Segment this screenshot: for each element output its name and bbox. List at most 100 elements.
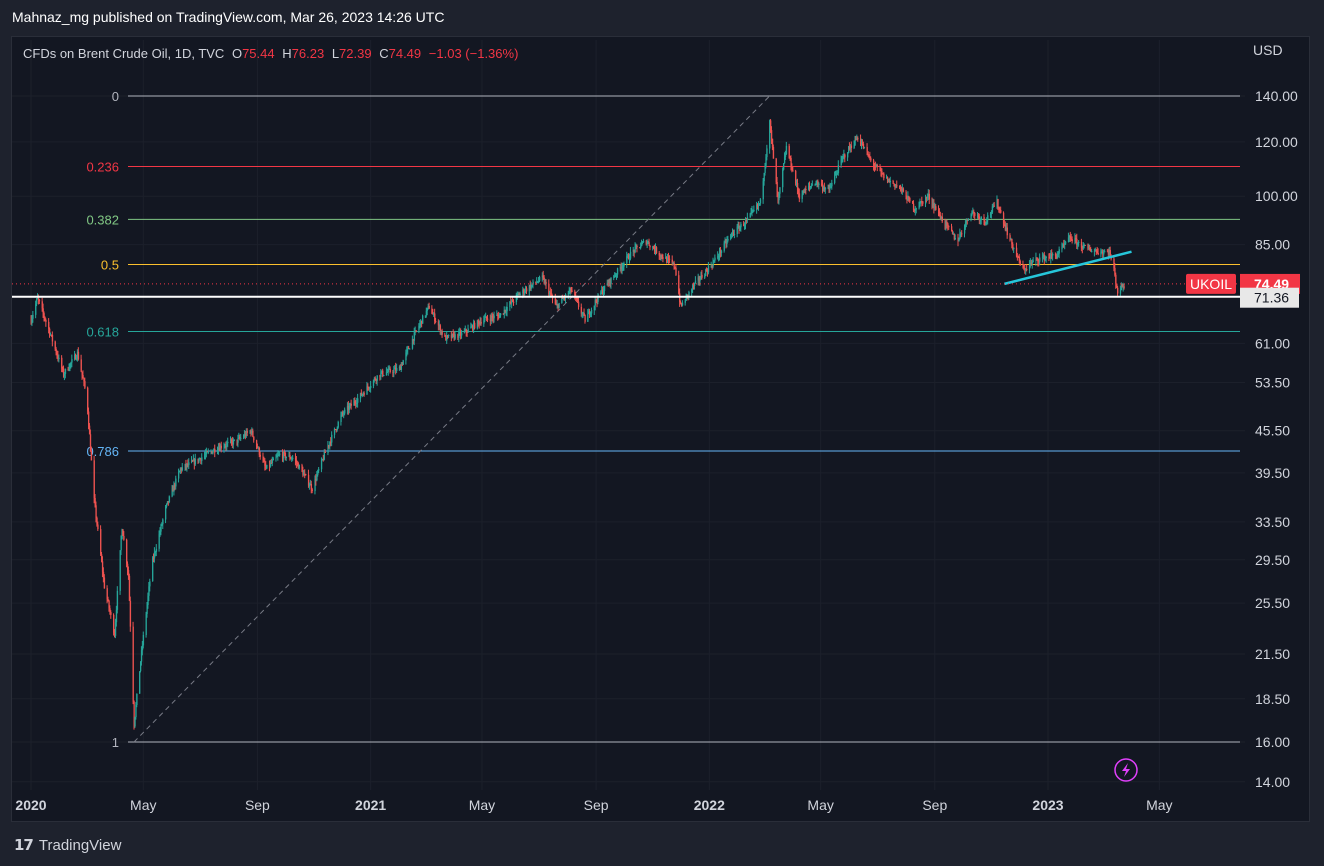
candle-body xyxy=(894,184,896,187)
candle-body xyxy=(739,227,741,231)
candle-body xyxy=(707,266,710,273)
candle-body xyxy=(1018,256,1021,261)
candle-body xyxy=(1123,286,1125,288)
candle-body xyxy=(1041,256,1044,258)
candle-body xyxy=(218,447,221,451)
candle-body xyxy=(714,257,716,261)
candle-body xyxy=(719,250,721,257)
lightning-icon[interactable] xyxy=(1114,758,1138,782)
candle-body xyxy=(220,445,223,449)
candle-body xyxy=(796,182,798,184)
price-tick-label: 120.00 xyxy=(1255,134,1298,150)
candle-body xyxy=(1100,251,1102,255)
candle-body xyxy=(948,226,950,228)
candle-body xyxy=(522,289,524,294)
candle-body xyxy=(1016,256,1019,258)
candle-body xyxy=(549,292,551,295)
candle-body xyxy=(75,354,77,360)
candle-body xyxy=(783,156,786,164)
candle-body xyxy=(977,215,980,217)
candle-body xyxy=(925,197,928,199)
candle-body xyxy=(946,222,948,224)
candle-body xyxy=(291,458,293,460)
candle-body xyxy=(155,548,158,552)
candle-body xyxy=(1052,254,1054,256)
candle-body xyxy=(914,208,917,211)
candle-body xyxy=(197,458,199,462)
candle-body xyxy=(517,293,519,295)
candle-body xyxy=(471,325,473,327)
candle-body xyxy=(610,277,612,285)
candle-body xyxy=(64,369,67,374)
candle-body xyxy=(745,219,748,221)
grid-layer xyxy=(12,40,1245,790)
candle-body xyxy=(732,232,734,234)
candle-body xyxy=(961,233,963,235)
candle-body xyxy=(577,301,580,307)
candle-body xyxy=(278,454,280,456)
candle-body xyxy=(270,462,273,464)
candle-body xyxy=(75,358,78,360)
candle-body xyxy=(551,293,553,297)
symbol-legend: CFDs on Brent Crude Oil, 1D, TVC O75.44 … xyxy=(23,46,518,61)
candle-body xyxy=(764,165,766,173)
candle-body xyxy=(1022,265,1024,268)
candle-body xyxy=(346,406,349,410)
candle-body xyxy=(48,321,50,329)
candle-body xyxy=(1074,237,1076,242)
candle-body xyxy=(558,302,560,308)
candle-body xyxy=(61,357,63,369)
candle-body xyxy=(269,462,272,467)
candle-body xyxy=(458,331,460,338)
candle-body xyxy=(51,334,54,342)
candle-body xyxy=(368,387,370,389)
candle-body xyxy=(474,322,476,329)
candle-body xyxy=(652,246,654,248)
candle-body xyxy=(531,284,533,286)
candle-body xyxy=(762,181,764,200)
candle-body xyxy=(1070,238,1072,240)
candle-body xyxy=(537,281,539,283)
candle-body xyxy=(413,332,416,341)
tradingview-logo[interactable]: 17 TradingView xyxy=(14,836,121,854)
candle-body xyxy=(448,335,450,337)
candle-body xyxy=(1004,224,1007,230)
candle-body xyxy=(1091,251,1093,253)
candle-body xyxy=(1029,262,1032,264)
candle-body xyxy=(567,293,570,295)
candle-body xyxy=(614,276,616,278)
candle-body xyxy=(613,276,615,278)
candle-body xyxy=(242,436,245,438)
candle-body xyxy=(922,201,924,204)
candle-body xyxy=(687,294,689,297)
drawings-layer xyxy=(12,250,1240,298)
candle-body xyxy=(147,595,149,605)
candle-body xyxy=(396,368,398,371)
candle-body xyxy=(89,434,92,452)
candle-body xyxy=(219,445,222,451)
candle-body xyxy=(238,437,240,439)
candle-body xyxy=(666,257,668,263)
candle-body xyxy=(439,325,442,333)
candle-body xyxy=(868,155,870,157)
candle-body xyxy=(503,309,506,315)
candle-body xyxy=(317,470,319,475)
candle-body xyxy=(765,157,767,166)
price-tick-label: 85.00 xyxy=(1255,237,1290,253)
candle-body xyxy=(629,258,631,260)
candle-body xyxy=(796,182,799,190)
candle-body xyxy=(257,447,260,449)
candle-body xyxy=(102,571,105,578)
candle-body xyxy=(379,375,381,377)
candle-body xyxy=(840,159,842,166)
candle-body xyxy=(337,421,339,428)
candle-body xyxy=(860,143,863,145)
candle-body xyxy=(1010,238,1012,240)
candle-body xyxy=(966,218,969,221)
candle-body xyxy=(225,446,227,448)
candle-body xyxy=(672,262,674,264)
candle-body xyxy=(653,246,655,249)
time-tick-label: Sep xyxy=(922,797,947,813)
fib-level-label: 0.5 xyxy=(101,258,119,273)
